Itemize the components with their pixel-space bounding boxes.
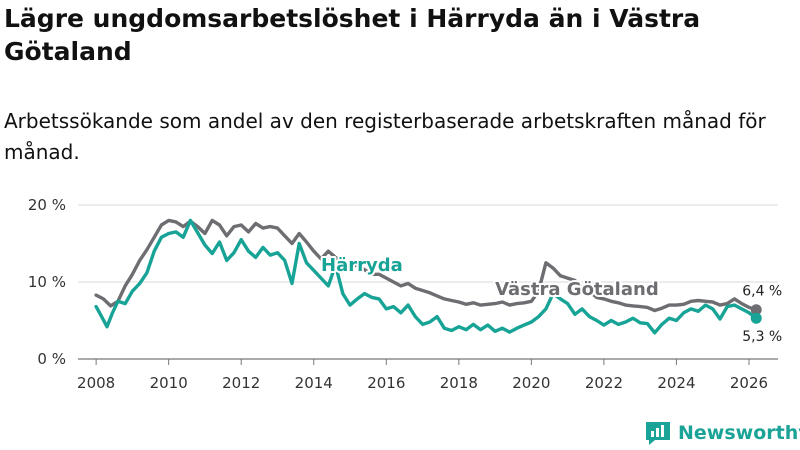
series-line-h-rryda [94,218,758,335]
end-value-label: 6,4 % [742,284,782,300]
series-line-v-stra-g-taland [94,218,758,313]
x-tick-label: 2008 [77,374,115,392]
series-label: Härryda [321,255,403,276]
y-tick-label: 20 % [28,196,66,214]
x-tick-label: 2026 [730,374,768,392]
y-tick-label: 10 % [28,273,66,291]
brand-name: Newsworthy [678,422,800,444]
x-tick-label: 2018 [440,374,478,392]
chart-title: Lägre ungdomsarbetslöshet i Härryda än i… [4,4,701,66]
x-tick-label: 2012 [222,374,260,392]
series-label: Västra Götaland [495,279,659,300]
end-value-label: 5,3 % [742,329,782,345]
x-tick-label: 2014 [295,374,333,392]
x-tick-label: 2010 [150,374,188,392]
x-tick-label: 2020 [512,374,550,392]
brand-logo: Newsworthy [644,418,800,448]
y-tick-label: 0 % [37,350,66,368]
chart-subtitle: Arbetssökande som andel av den registerb… [4,109,766,164]
series-end-marker-v-stra-g-taland [750,304,762,316]
x-tick-label: 2022 [585,374,623,392]
newsworthy-logo-icon [646,422,670,445]
series-end-marker-h-rryda [750,312,762,324]
x-tick-label: 2016 [367,374,405,392]
x-tick-label: 2024 [657,374,695,392]
